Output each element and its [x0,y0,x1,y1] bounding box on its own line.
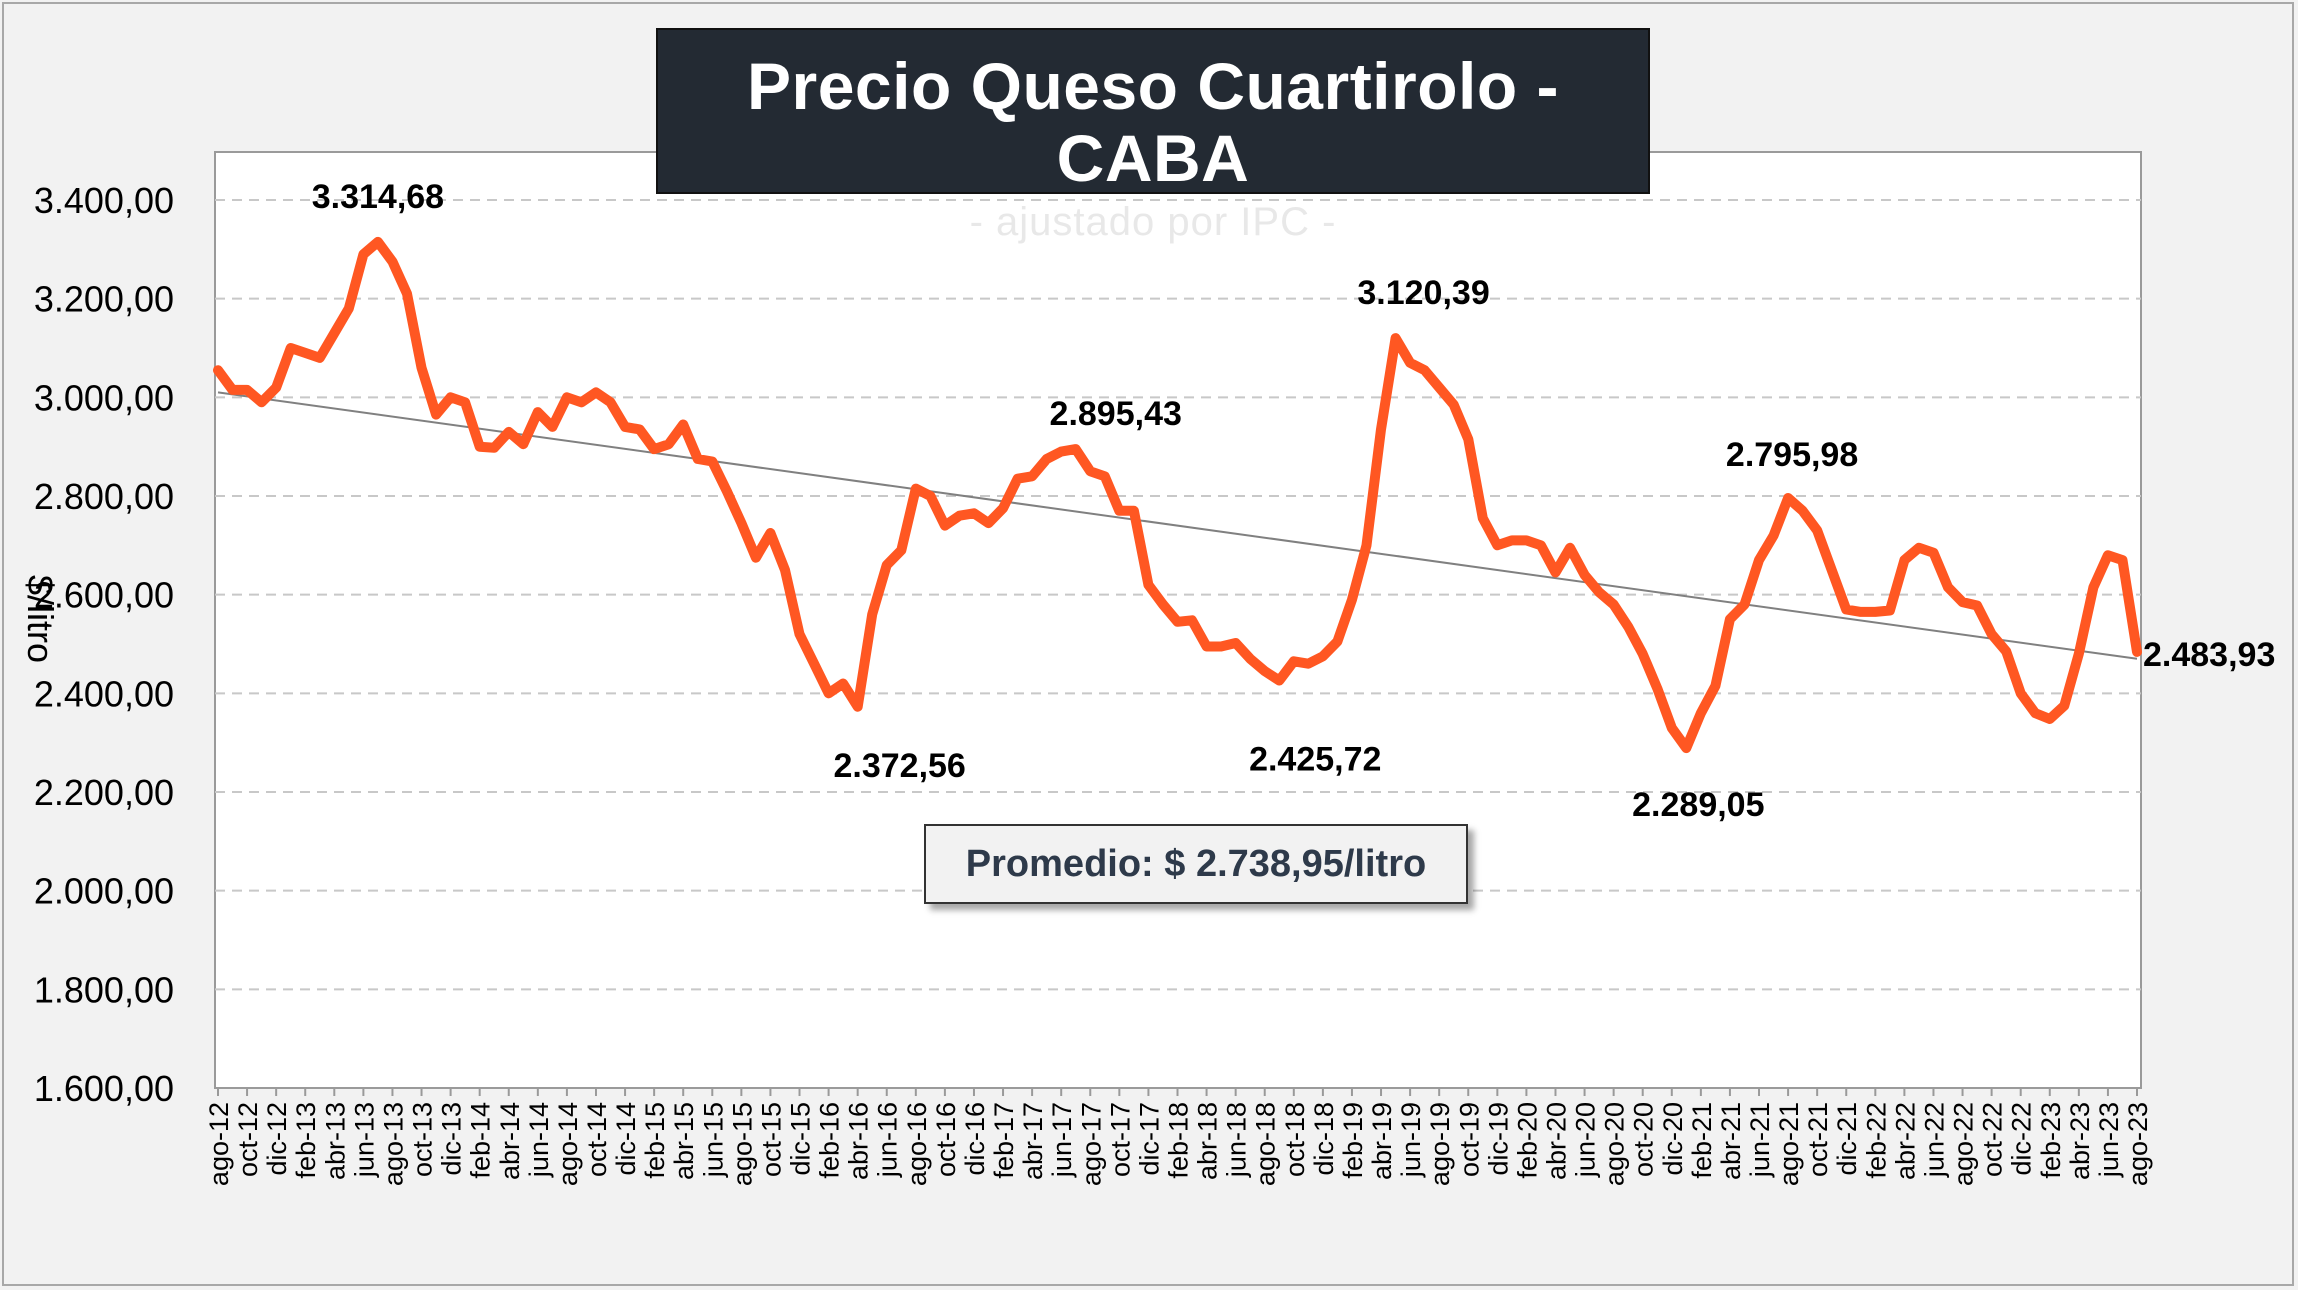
x-tick-label: dic-19 [1483,1102,1513,1176]
x-tick-label: ago-18 [1251,1102,1281,1186]
y-tick-label: 2.800,00 [34,476,174,517]
x-tick-label: ago-13 [378,1102,408,1186]
y-tick-label: 3.000,00 [34,377,174,418]
x-tick-label: feb-22 [1861,1102,1891,1179]
x-tick-label: oct-19 [1454,1102,1484,1177]
y-tick-label: 3.400,00 [34,180,174,221]
x-tick-label: dic-17 [1134,1102,1164,1176]
x-tick-label: dic-22 [2007,1102,2037,1176]
x-tick-label: abr-18 [1193,1102,1223,1180]
x-tick-label: oct-14 [582,1102,612,1177]
x-tick-label: abr-13 [320,1102,350,1180]
x-tick-label: feb-23 [2036,1102,2066,1179]
data-label: 2.483,93 [2143,636,2275,674]
x-tick-label: abr-22 [1890,1102,1920,1180]
y-axis-tick-labels: 1.600,00 1.800,00 2.000,00 2.200,00 2.400,00… [34,180,174,1109]
x-tick-label: abr-23 [2065,1102,2095,1180]
average-box: Promedio: $ 2.738,95/litro [924,824,1468,904]
x-tick-label: ago-22 [1949,1102,1979,1186]
data-annotations: 3.314,68 2.372,56 2.895,43 2.425,72 3.120,39… [312,178,2276,824]
x-tick-label: ago-17 [1076,1102,1106,1186]
x-tick-label: jun-21 [1745,1102,1775,1178]
data-label: 2.795,98 [1726,436,1858,474]
chart-subtitle: - ajustado por IPC - [969,200,1337,244]
series-line [213,236,2142,754]
x-tick-label: dic-14 [611,1102,641,1176]
y-tick-label: 2.400,00 [34,673,174,714]
data-label: 2.895,43 [1050,395,1182,433]
trend-line [217,391,2138,660]
x-tick-label: ago-21 [1774,1102,1804,1186]
x-tick-label: feb-14 [466,1102,496,1179]
y-tick-label: 1.800,00 [34,969,174,1010]
x-tick-label: ago-14 [553,1102,583,1186]
x-tick-label: jun-18 [1222,1102,1252,1178]
x-tick-label: abr-17 [1018,1102,1048,1180]
x-tick-label: feb-18 [1164,1102,1194,1179]
x-tick-label: ago-15 [727,1102,757,1186]
x-tick-label: oct-15 [756,1102,786,1177]
y-tick-label: 2.000,00 [34,871,174,912]
x-tick-label: jun-14 [524,1102,554,1178]
x-tick-label: abr-14 [495,1102,525,1180]
chart-title: Precio Queso Cuartirolo - CABA [747,49,1559,195]
x-tick-label: feb-21 [1687,1102,1717,1179]
data-label: 3.120,39 [1357,274,1489,312]
title-box: Precio Queso Cuartirolo - CABA - ajustad… [656,28,1650,244]
x-tick-label: ago-12 [204,1102,234,1186]
x-tick-label: oct-21 [1803,1102,1833,1177]
x-tick-label: feb-13 [291,1102,321,1179]
data-label: 2.289,05 [1632,786,1764,824]
data-label: 2.425,72 [1249,741,1381,779]
x-tick-label: oct-12 [233,1102,263,1177]
x-tick-label: feb-17 [989,1102,1019,1179]
x-tick-label: feb-16 [815,1102,845,1179]
y-axis-label: $/litro [20,575,61,663]
x-tick-label: ago-16 [902,1102,932,1186]
x-tick-label: dic-20 [1658,1102,1688,1176]
x-tick-label: abr-15 [669,1102,699,1180]
x-tick-label: feb-15 [640,1102,670,1179]
y-tick-label: 2.200,00 [34,772,174,813]
x-tick-label: dic-15 [786,1102,816,1176]
x-tick-label: dic-12 [262,1102,292,1176]
x-tick-label: jun-20 [1571,1102,1601,1178]
x-tick-label: feb-20 [1512,1102,1542,1179]
x-tick-label: jun-23 [2094,1102,2124,1178]
x-tick-label: jun-15 [698,1102,728,1178]
x-tick-label: oct-18 [1280,1102,1310,1177]
x-tick-label: ago-23 [2123,1102,2153,1186]
x-axis-tick-labels: ago-12 oct-12 dic-12 feb-13 abr-13 jun-13 ago-… [204,1088,2153,1186]
x-tick-label: oct-17 [1105,1102,1135,1177]
x-tick-label: feb-19 [1338,1102,1368,1179]
x-tick-label: abr-21 [1716,1102,1746,1180]
x-tick-label: jun-22 [1919,1102,1949,1178]
y-tick-label: 1.600,00 [34,1068,174,1109]
x-tick-label: dic-13 [437,1102,467,1176]
line-chart: 1.600,00 1.800,00 2.000,00 2.200,00 2.400,00… [20,151,2276,1186]
x-tick-label: jun-17 [1047,1102,1077,1178]
data-label: 3.314,68 [312,178,444,216]
y-tick-label: 3.200,00 [34,279,174,320]
x-tick-label: abr-19 [1367,1102,1397,1180]
data-label: 2.372,56 [833,747,965,785]
x-tick-label: jun-19 [1396,1102,1426,1178]
x-tick-label: abr-16 [844,1102,874,1180]
x-tick-label: dic-21 [1832,1102,1862,1176]
x-tick-label: oct-20 [1629,1102,1659,1177]
x-tick-label: abr-20 [1541,1102,1571,1180]
x-tick-label: ago-20 [1600,1102,1630,1186]
x-tick-label: jun-13 [349,1102,379,1178]
x-tick-label: oct-22 [1978,1102,2008,1177]
x-tick-label: dic-18 [1309,1102,1339,1176]
x-tick-label: jun-16 [873,1102,903,1178]
x-tick-label: dic-16 [960,1102,990,1176]
x-tick-label: oct-16 [931,1102,961,1177]
x-tick-label: ago-19 [1425,1102,1455,1186]
y-tick-label: 2.600,00 [34,575,174,616]
grid-lines [215,199,2141,991]
x-tick-label: oct-13 [408,1102,438,1177]
